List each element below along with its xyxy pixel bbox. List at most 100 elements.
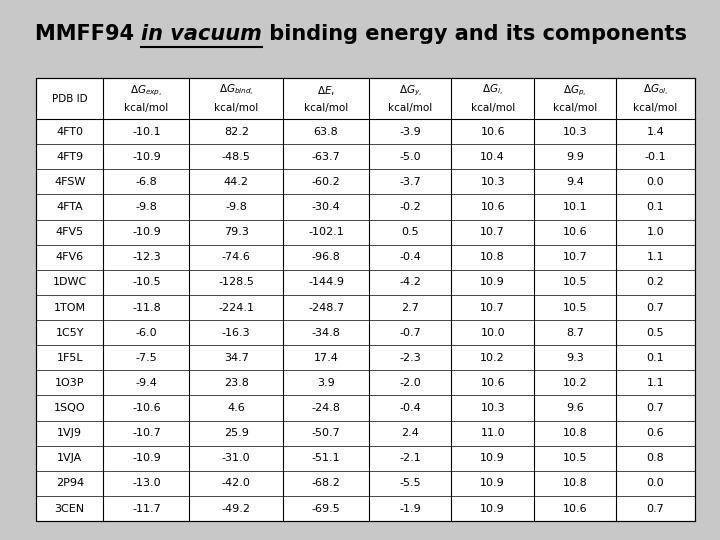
Text: -10.9: -10.9 (132, 227, 161, 237)
Text: -2.1: -2.1 (400, 453, 421, 463)
Text: -10.6: -10.6 (132, 403, 161, 413)
Text: $\Delta G_{ol,}$: $\Delta G_{ol,}$ (643, 83, 668, 98)
Text: -0.2: -0.2 (400, 202, 421, 212)
Text: $\Delta G_{exp,}$: $\Delta G_{exp,}$ (130, 83, 163, 98)
Text: -248.7: -248.7 (308, 302, 344, 313)
Text: -5.0: -5.0 (400, 152, 421, 162)
Text: -49.2: -49.2 (222, 503, 251, 514)
Text: -9.4: -9.4 (135, 378, 158, 388)
Text: kcal/mol: kcal/mol (634, 103, 678, 113)
Text: -102.1: -102.1 (308, 227, 344, 237)
Text: 4FTA: 4FTA (56, 202, 83, 212)
Text: 0.5: 0.5 (647, 328, 665, 338)
Text: -9.8: -9.8 (135, 202, 158, 212)
Text: kcal/mol: kcal/mol (304, 103, 348, 113)
Text: 10.8: 10.8 (480, 252, 505, 262)
Text: 3.9: 3.9 (318, 378, 335, 388)
Text: 10.8: 10.8 (562, 428, 588, 438)
Text: 10.7: 10.7 (480, 302, 505, 313)
Text: 10.3: 10.3 (480, 177, 505, 187)
Text: 1.0: 1.0 (647, 227, 665, 237)
Text: 1F5L: 1F5L (56, 353, 83, 363)
Text: 0.5: 0.5 (402, 227, 419, 237)
Text: -3.7: -3.7 (400, 177, 421, 187)
Text: -10.9: -10.9 (132, 152, 161, 162)
Text: 10.0: 10.0 (480, 328, 505, 338)
Text: 0.8: 0.8 (647, 453, 665, 463)
Text: 9.3: 9.3 (566, 353, 584, 363)
Text: -63.7: -63.7 (312, 152, 341, 162)
Text: 3CEN: 3CEN (55, 503, 85, 514)
Text: 17.4: 17.4 (314, 353, 338, 363)
Text: 10.5: 10.5 (563, 453, 588, 463)
Text: 0.1: 0.1 (647, 353, 665, 363)
Text: -3.9: -3.9 (400, 126, 421, 137)
Text: 1.4: 1.4 (647, 126, 665, 137)
Text: binding energy and its components: binding energy and its components (262, 24, 687, 44)
Text: 2P94: 2P94 (55, 478, 84, 488)
Text: 10.6: 10.6 (480, 202, 505, 212)
Text: 8.7: 8.7 (566, 328, 584, 338)
Text: -10.7: -10.7 (132, 428, 161, 438)
Text: kcal/mol: kcal/mol (125, 103, 168, 113)
Text: 1TOM: 1TOM (53, 302, 86, 313)
Text: 10.6: 10.6 (563, 227, 588, 237)
Text: 10.6: 10.6 (563, 503, 588, 514)
Text: 1SQO: 1SQO (54, 403, 86, 413)
Text: -11.8: -11.8 (132, 302, 161, 313)
Text: 0.7: 0.7 (647, 403, 665, 413)
Text: 9.6: 9.6 (566, 403, 584, 413)
Text: 23.8: 23.8 (224, 378, 248, 388)
Text: 1C5Y: 1C5Y (55, 328, 84, 338)
Text: kcal/mol: kcal/mol (214, 103, 258, 113)
Text: -0.7: -0.7 (400, 328, 421, 338)
Text: -2.0: -2.0 (400, 378, 421, 388)
Text: 10.1: 10.1 (563, 202, 588, 212)
Text: 10.6: 10.6 (480, 378, 505, 388)
Text: -34.8: -34.8 (312, 328, 341, 338)
Text: 10.2: 10.2 (480, 353, 505, 363)
Text: 2.4: 2.4 (401, 428, 419, 438)
Text: $\Delta G_{i,}$: $\Delta G_{i,}$ (482, 83, 503, 98)
Text: 4FT9: 4FT9 (56, 152, 84, 162)
Text: -96.8: -96.8 (312, 252, 341, 262)
Text: 1O3P: 1O3P (55, 378, 84, 388)
Text: 4FV5: 4FV5 (55, 227, 84, 237)
Text: -68.2: -68.2 (312, 478, 341, 488)
Text: kcal/mol: kcal/mol (471, 103, 515, 113)
Text: -51.1: -51.1 (312, 453, 341, 463)
Text: 0.0: 0.0 (647, 177, 665, 187)
Text: 10.6: 10.6 (480, 126, 505, 137)
Text: -48.5: -48.5 (222, 152, 251, 162)
Text: -6.8: -6.8 (135, 177, 157, 187)
Text: -50.7: -50.7 (312, 428, 341, 438)
Text: 10.5: 10.5 (563, 278, 588, 287)
Text: -24.8: -24.8 (312, 403, 341, 413)
Bar (36, 78, 695, 521)
Text: kcal/mol: kcal/mol (553, 103, 597, 113)
Text: in vacuum: in vacuum (141, 24, 262, 44)
Text: -31.0: -31.0 (222, 453, 251, 463)
Text: 0.1: 0.1 (647, 202, 665, 212)
Text: -11.7: -11.7 (132, 503, 161, 514)
Text: 9.9: 9.9 (566, 152, 584, 162)
Text: -10.1: -10.1 (132, 126, 161, 137)
Text: 9.4: 9.4 (566, 177, 584, 187)
Text: 1VJA: 1VJA (57, 453, 82, 463)
Text: 0.0: 0.0 (647, 478, 665, 488)
Text: 34.7: 34.7 (224, 353, 248, 363)
Text: -10.5: -10.5 (132, 278, 161, 287)
Text: 10.9: 10.9 (480, 453, 505, 463)
Text: 4.6: 4.6 (228, 403, 245, 413)
Text: 0.2: 0.2 (647, 278, 665, 287)
Text: -42.0: -42.0 (222, 478, 251, 488)
Text: 10.7: 10.7 (480, 227, 505, 237)
Text: -10.9: -10.9 (132, 453, 161, 463)
Text: $\Delta G_{bind,}$: $\Delta G_{bind,}$ (219, 83, 253, 98)
Text: 0.7: 0.7 (647, 503, 665, 514)
Text: 1.1: 1.1 (647, 252, 665, 262)
Text: $\Delta G_{p,}$: $\Delta G_{p,}$ (563, 83, 587, 98)
Text: -74.6: -74.6 (222, 252, 251, 262)
Text: 10.7: 10.7 (562, 252, 588, 262)
Text: 10.9: 10.9 (480, 478, 505, 488)
